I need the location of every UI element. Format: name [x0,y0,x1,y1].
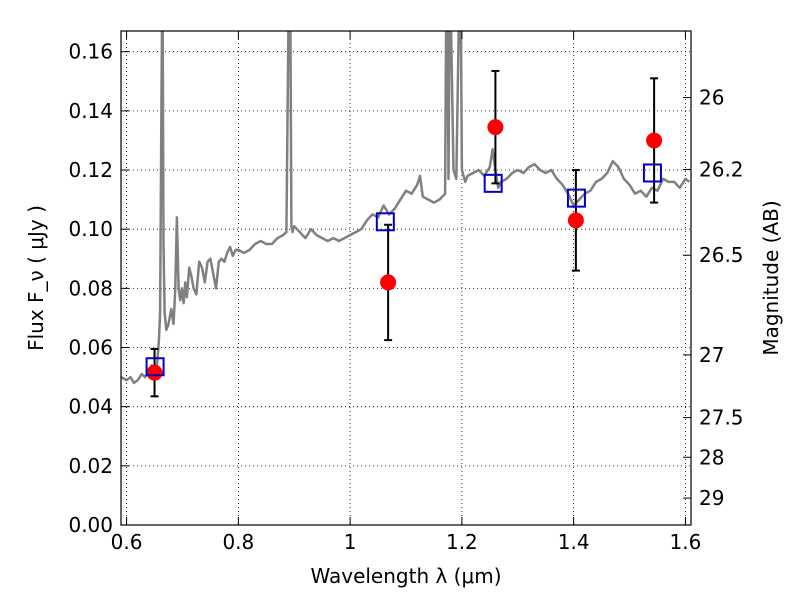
y-tick-label: 0.10 [68,217,113,241]
x-axis-label: Wavelength λ (μm) [310,564,501,588]
photometry-point [146,364,163,381]
x-tick-label: 0.8 [222,530,254,554]
model-flux-square [566,188,586,208]
photometry-point [646,132,663,149]
right-tick-label: 26.2 [699,157,744,181]
x-tick-label: 1.4 [558,530,590,554]
y-tick-label: 0.00 [68,513,113,537]
right-tick-label: 26 [699,86,724,110]
model-flux-square [145,357,165,377]
model-flux-square [375,212,395,232]
y-tick-label: 0.12 [68,158,113,182]
right-tick-label: 29 [699,486,724,510]
right-tick-label: 27 [699,343,724,367]
model-flux-square [483,173,503,193]
y-axis-label: Flux F_ν ( μJy ) [24,205,48,351]
photometry-point [487,119,504,136]
plot-frame [120,30,692,526]
right-tick-label: 28 [699,445,724,469]
y-tick-label: 0.02 [68,454,113,478]
x-tick-label: 0.6 [111,530,143,554]
right-tick-label: 26.5 [699,243,744,267]
x-tick-label: 1.6 [670,530,702,554]
spectrum-line [121,31,691,385]
x-tick-label: 1 [344,530,357,554]
plot-area [121,31,691,385]
markers [145,119,663,381]
y-tick-label: 0.14 [68,99,113,123]
photometry-point [380,274,397,291]
ticks [121,31,691,526]
y-tick-label: 0.04 [68,395,113,419]
y-tick-label: 0.08 [68,276,113,300]
y-tick-label: 0.16 [68,40,113,64]
photometry-point [567,212,584,229]
tick-labels: 0.6 0.8 1 1.2 1.4 1.6 0.00 0.02 0.04 0.06 0.08 0.10… [68,40,743,554]
model-flux-square [642,163,662,183]
right-tick-label: 27.5 [699,406,744,430]
x-tick-label: 1.2 [446,530,478,554]
y-tick-label: 0.06 [68,336,113,360]
right-axis-label: Magnitude (AB) [759,200,783,355]
